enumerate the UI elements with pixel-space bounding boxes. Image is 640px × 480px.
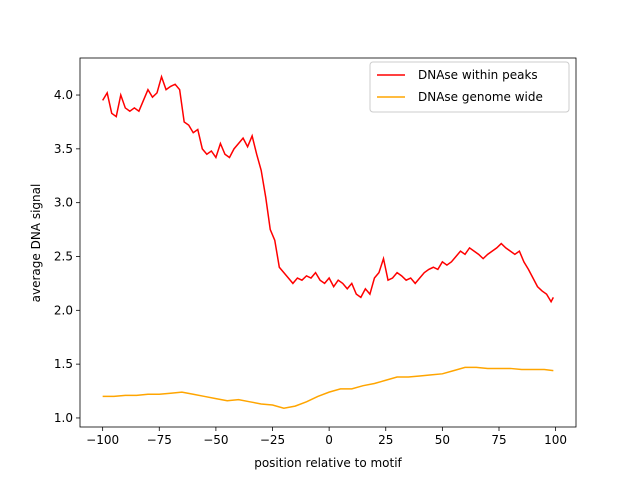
x-tick-label: −75 — [147, 433, 172, 447]
x-tick-label: −100 — [86, 433, 119, 447]
x-tick-label: 75 — [491, 433, 506, 447]
x-tick-label: −50 — [203, 433, 228, 447]
y-tick-label: 1.0 — [54, 411, 73, 425]
y-tick-label: 3.0 — [54, 196, 73, 210]
x-tick-label: 50 — [435, 433, 450, 447]
y-tick-label: 2.0 — [54, 303, 73, 317]
y-tick-label: 3.5 — [54, 142, 73, 156]
x-tick-label: 100 — [544, 433, 567, 447]
x-tick-label: −25 — [260, 433, 285, 447]
data-line — [102, 74, 555, 304]
data-line — [102, 366, 554, 410]
x-axis-label: position relative to motif — [254, 456, 402, 470]
y-tick-label: 4.0 — [54, 88, 73, 102]
plot-frame — [79, 57, 577, 428]
y-tick-label: 1.5 — [54, 357, 73, 371]
y-axis-label: average DNA signal — [29, 184, 43, 303]
legend-box — [369, 61, 570, 113]
y-tick-label: 2.5 — [54, 249, 73, 263]
legend-label: DNAse genome wide — [418, 90, 543, 104]
x-tick-label: 0 — [325, 433, 333, 447]
x-tick-label: 25 — [378, 433, 393, 447]
legend-label: DNAse within peaks — [418, 68, 538, 82]
